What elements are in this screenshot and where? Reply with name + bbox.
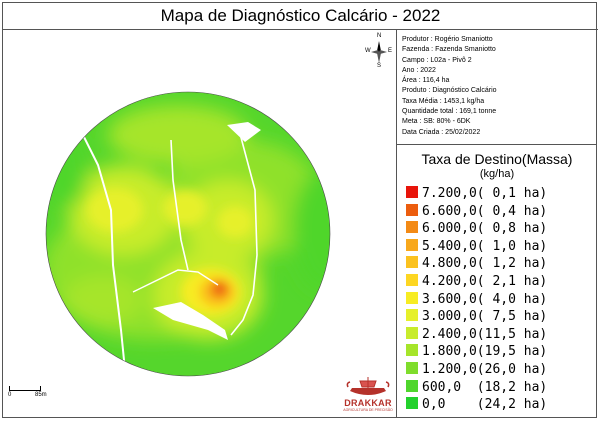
legend-label: 4.200,0( 2,1 ha) [422, 274, 548, 289]
legend-swatch [406, 397, 418, 410]
info-quantidade: Quantidade total : 169,1 tonne [402, 108, 497, 116]
legend-swatch [406, 274, 418, 286]
legend-item: 6.000,0( 0,8 ha) [406, 221, 547, 236]
legend-swatch [406, 221, 418, 234]
legend-label: 4.800,0( 1,2 ha) [422, 256, 548, 272]
legend-label: 3.600,0( 4,0 ha) [422, 291, 548, 307]
legend-label: 1.200,0(26,0 ha) [422, 362, 548, 377]
legend-item: 2.400,0(11,5 ha) [406, 326, 548, 342]
scale-bar-line [9, 386, 41, 391]
logo-tagline: AGRICULTURA DE PRECISÃO [343, 408, 393, 412]
legend-item: 3.600,0( 4,0 ha) [406, 291, 548, 307]
legend-item: 600,0 (18,2 ha) [406, 379, 548, 395]
field-heatmap [46, 92, 330, 376]
north-arrow-compass: N S W E [365, 33, 393, 69]
legend-label: 2.400,0(11,5 ha) [422, 326, 548, 342]
scale-start-label: 0 [8, 392, 12, 398]
page-title: Mapa de Diagnóstico Calcário - 2022 [3, 3, 598, 30]
legend-swatch [406, 344, 418, 357]
field-map[interactable] [3, 30, 397, 418]
legend-label: 3.000,0( 7,5 ha) [422, 309, 548, 325]
legend-label: 1.800,0(19,5 ha) [422, 344, 548, 360]
legend-swatch [406, 291, 418, 304]
compass-e: E [388, 48, 393, 54]
legend-label: 7.200,0( 0,1 ha) [422, 186, 548, 201]
map-report-frame: Mapa de Diagnóstico Calcário - 2022 [2, 2, 598, 418]
compass-n: N [377, 33, 382, 39]
scale-end-label: 85m [35, 392, 47, 398]
info-produtor: Produtor : Rogério Smaniotto [402, 36, 493, 43]
info-area: Área : 116,4 ha [402, 77, 450, 85]
legend-item: 4.200,0( 2,1 ha) [406, 274, 547, 289]
info-meta: Meta : SB: 80% - 6DK [402, 118, 471, 126]
info-data: Data Criada : 25/02/2022 [402, 128, 481, 136]
logo-brand: DRAKKAR [344, 398, 392, 408]
scale-bar: 0 85m [8, 386, 47, 404]
viking-ship-icon [346, 377, 390, 395]
legend-label: 0,0 (24,2 ha) [422, 397, 548, 413]
legend-label: 5.400,0( 1,0 ha) [422, 238, 548, 254]
field-info-panel: Produtor : Rogério Smaniotto Fazenda : F… [397, 30, 597, 145]
legend-label: 6.000,0( 0,8 ha) [422, 221, 548, 237]
info-fazenda: Fazenda : Fazenda Smaniotto [402, 46, 496, 54]
legend-label: 600,0 (18,2 ha) [422, 379, 548, 395]
info-campo: Campo : L02a - Pivô 2 [402, 56, 472, 64]
compass-s: S [377, 63, 382, 69]
legend-swatch [406, 256, 418, 269]
legend-swatch [406, 362, 418, 374]
legend-swatch [406, 186, 418, 198]
legend-item: 7.200,0( 0,1 ha) [406, 186, 547, 201]
legend-unit: (kg/ha) [479, 168, 515, 180]
map-pane: N S W E 0 85m DRAKKAR AGRICULTURA DE PRE… [3, 30, 397, 418]
info-ano: Ano : 2022 [402, 66, 436, 74]
drakkar-logo: DRAKKAR AGRICULTURA DE PRECISÃO [340, 375, 396, 417]
legend-swatch [406, 379, 418, 392]
legend-item: 3.000,0( 7,5 ha) [406, 309, 547, 324]
info-taxa-media: Taxa Média : 1453,1 kg/ha [402, 97, 485, 105]
legend-title: Taxa de Destino(Massa) [421, 151, 573, 167]
legend-swatch [406, 309, 418, 322]
legend-item: 6.600,0( 0,4 ha) [406, 203, 548, 219]
legend-item: 4.800,0( 1,2 ha) [406, 256, 547, 271]
legend-item: 1.800,0(19,5 ha) [406, 344, 547, 359]
legend-panel: Taxa de Destino(Massa) (kg/ha) 7.200,0( … [397, 145, 597, 418]
legend-item: 5.400,0( 1,0 ha) [406, 238, 548, 254]
compass-w: W [365, 48, 371, 54]
info-produto: Produto : Diagnóstico Calcário [402, 87, 497, 95]
legend-swatch [406, 326, 418, 339]
legend-item: 1.200,0(26,0 ha) [406, 362, 547, 377]
legend-item: 0,0 (24,2 ha) [406, 397, 547, 412]
legend-label: 6.600,0( 0,4 ha) [422, 203, 548, 219]
legend-swatch [406, 203, 418, 216]
legend-swatch [406, 238, 418, 251]
